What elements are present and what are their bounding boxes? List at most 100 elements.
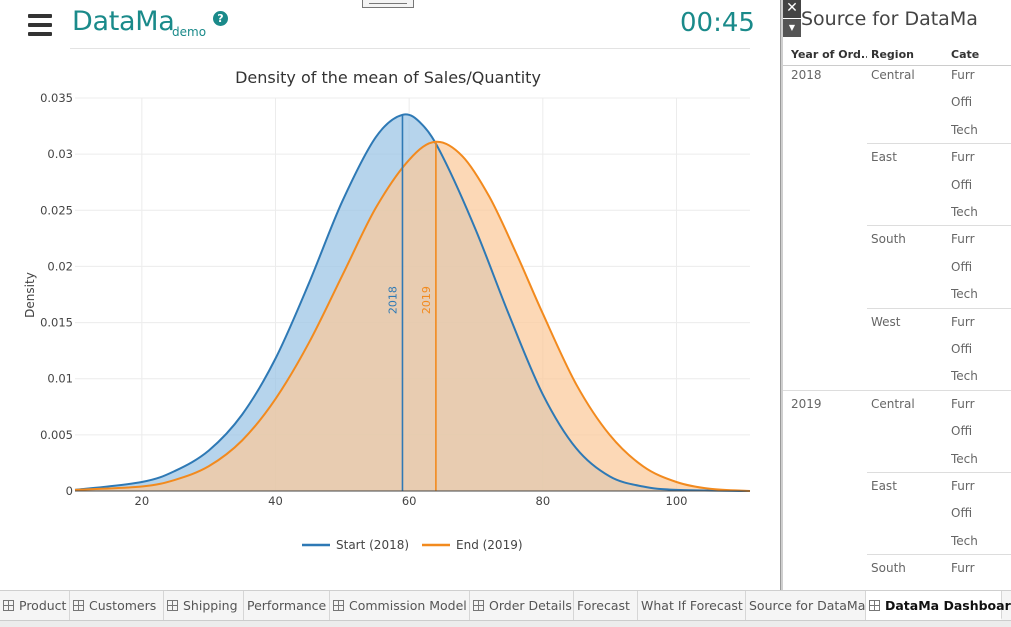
chart-title: Density of the mean of Sales/Quantity [235, 68, 541, 87]
source-cell-category: Offi [951, 506, 973, 521]
dashboard-grid-icon [869, 600, 880, 611]
sheet-tab-label: Customers [89, 598, 157, 613]
source-cell-category: Tech [951, 533, 977, 548]
sheet-tab-label: Product [19, 598, 67, 613]
sheet-tab-label: Commission Model [349, 598, 467, 613]
source-cell-category: Tech [951, 287, 977, 302]
sheet-tab[interactable]: Shipping [164, 591, 244, 620]
header-divider [70, 48, 750, 49]
y-tick-label: 0.005 [40, 428, 73, 442]
column-header-category[interactable]: Cate [951, 48, 980, 61]
source-cell-category: Tech [951, 369, 977, 384]
source-cell-region: East [871, 479, 897, 493]
status-strip [0, 620, 1011, 627]
density-chart: 2018 2019 0 0.005 0.01 0.015 0.02 0.025 0.03 0.0… [23, 68, 751, 552]
chart-legend: Start (2018) End (2019) [302, 538, 523, 552]
source-row-divider [867, 554, 1011, 556]
source-cell-year: 2019 [791, 396, 822, 411]
close-icon[interactable]: ✕ [783, 0, 801, 18]
sheet-tab-label: What If Forecast [641, 598, 743, 613]
sheet-tab[interactable]: What If Forecast [638, 591, 746, 620]
source-cell-category: Tech [951, 122, 977, 137]
y-tick-label: 0 [66, 484, 73, 498]
source-row-divider [867, 472, 1011, 473]
sheet-tab-label: Order Details [489, 598, 572, 613]
y-axis-label: Density [23, 272, 37, 318]
source-cell-category: Offi [951, 342, 973, 356]
source-cell-category: Offi [951, 95, 973, 110]
pane-divider[interactable] [780, 0, 783, 590]
dashboard-grid-icon [167, 600, 178, 611]
source-cell-category: Furr [951, 232, 975, 247]
dashboard-grid-icon [333, 600, 344, 611]
sheet-tab[interactable]: Forecast [574, 591, 638, 620]
source-cell-region: East [871, 150, 897, 165]
y-tick-label: 0.03 [47, 147, 73, 161]
x-tick-label: 20 [135, 494, 150, 508]
help-icon[interactable]: ? [213, 11, 228, 26]
sheet-tab-label: Source for DataMa [749, 598, 866, 613]
mean-marker-label: 2019 [420, 286, 433, 314]
app-title: DataMa [72, 6, 175, 37]
source-cell-region: Central [871, 396, 915, 411]
sheet-tab[interactable]: Order Details [470, 591, 574, 620]
y-tick-label: 0.02 [47, 259, 73, 273]
source-cell-region: West [871, 314, 901, 329]
series-line-0 [74, 113, 751, 492]
x-tick-label: 40 [268, 494, 283, 508]
source-row-divider [783, 389, 1011, 391]
source-cell-region: Central [871, 68, 915, 82]
sheet-tab-label: Performance [247, 598, 327, 613]
sheet-tab[interactable]: Commission Model [330, 591, 470, 620]
source-cell-category: Furr [951, 561, 975, 576]
source-cell-category: Tech [951, 451, 977, 466]
legend-label-1: End (2019) [456, 538, 523, 552]
source-row-divider [867, 225, 1011, 227]
timer: 00:45 [680, 8, 755, 38]
datama-app-pane: DataMa demo ? 00:45 2018 2019 0 0.005 0.01 0… [0, 0, 780, 552]
sheet-tab[interactable]: DataMa Dashboard [866, 591, 1011, 620]
dashboard-grid-icon [473, 600, 484, 611]
dashboard-grid-icon [3, 600, 14, 611]
chart-axes: 0 0.005 0.01 0.015 0.02 0.025 0.03 0.035 20 40 60 8… [40, 91, 750, 508]
sheet-tab[interactable]: Source for DataMa [746, 591, 866, 620]
source-cell-category: Offi [951, 177, 973, 192]
sheet-tab-bar: Product Customers Shipping Performance Commi… [0, 590, 1011, 620]
x-tick-label: 100 [666, 494, 688, 508]
sheet-tab[interactable]: Product [0, 591, 70, 620]
source-cell-year: 2018 [791, 68, 822, 82]
sheet-tab-label: Forecast [577, 598, 630, 613]
source-cell-category: Furr [951, 150, 975, 165]
legend-label-0: Start (2018) [336, 538, 409, 552]
dropdown-arrow-icon[interactable]: ▼ [783, 19, 801, 37]
app-header: DataMa demo ? 00:45 [0, 0, 780, 50]
app-subtitle: demo [172, 25, 207, 39]
y-tick-label: 0.01 [47, 372, 73, 386]
source-row-divider [867, 307, 1011, 309]
menu-icon[interactable] [28, 14, 52, 36]
dashboard-grid-icon [73, 600, 84, 611]
mean-marker-label: 2018 [387, 286, 400, 314]
source-cell-category: Offi [951, 424, 973, 439]
source-cell-category: Furr [951, 479, 975, 493]
chart-areas [75, 114, 750, 492]
source-cell-category: Tech [951, 205, 977, 219]
source-cell-category: Furr [951, 68, 975, 82]
sheet-tab[interactable]: Customers [70, 591, 164, 620]
column-header-year[interactable]: Year of Ord.. [791, 48, 867, 61]
sheet-tab-label: DataMa Dashboard [885, 598, 1011, 613]
y-tick-label: 0.035 [40, 91, 73, 105]
drag-handle[interactable] [362, 0, 414, 8]
x-tick-label: 80 [536, 494, 551, 508]
x-tick-label: 60 [402, 494, 417, 508]
source-panel-title: Source for DataMa [801, 8, 978, 30]
source-cell-category: Furr [951, 314, 975, 329]
chart-lines: 2018 2019 [74, 113, 751, 492]
series-area-1 [75, 141, 750, 491]
sheet-tab[interactable]: Performance [244, 591, 330, 620]
source-cell-category: Furr [951, 396, 975, 411]
column-header-region[interactable]: Region [871, 48, 914, 61]
y-tick-label: 0.025 [40, 203, 73, 217]
sheet-tab-label: Shipping [183, 598, 238, 613]
